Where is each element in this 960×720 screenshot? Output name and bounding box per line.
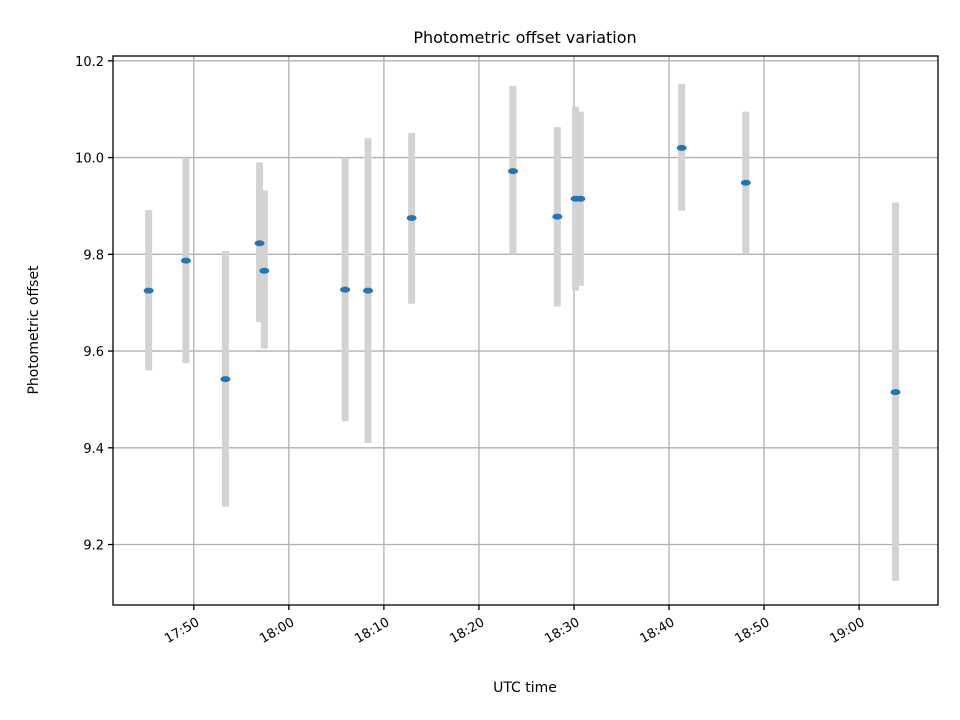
y-axis-label: Photometric offset: [26, 265, 42, 395]
data-point: [890, 389, 901, 396]
data-point: [676, 144, 687, 151]
data-point: [406, 215, 417, 222]
y-tick-label: 9.4: [83, 442, 104, 457]
y-tick-label: 10.0: [75, 152, 104, 167]
y-tick-label: 9.8: [83, 248, 104, 263]
data-points: [143, 144, 901, 396]
x-axis-label: UTC time: [493, 680, 557, 696]
chart-title: Photometric offset variation: [413, 28, 636, 47]
plot-frame: [112, 55, 939, 606]
y-tick-label: 9.2: [83, 539, 104, 554]
data-point: [259, 267, 270, 274]
data-point: [220, 376, 231, 383]
data-point: [340, 286, 351, 293]
y-tick-label: 9.6: [83, 345, 104, 360]
data-point: [180, 257, 191, 264]
data-point: [507, 168, 518, 175]
data-point: [575, 195, 586, 202]
data-point: [143, 287, 154, 294]
data-point: [552, 213, 563, 220]
data-point: [740, 179, 751, 186]
grid: [113, 56, 938, 605]
data-point: [254, 240, 265, 247]
data-point: [363, 287, 374, 294]
y-tick-label: 10.2: [75, 55, 104, 70]
